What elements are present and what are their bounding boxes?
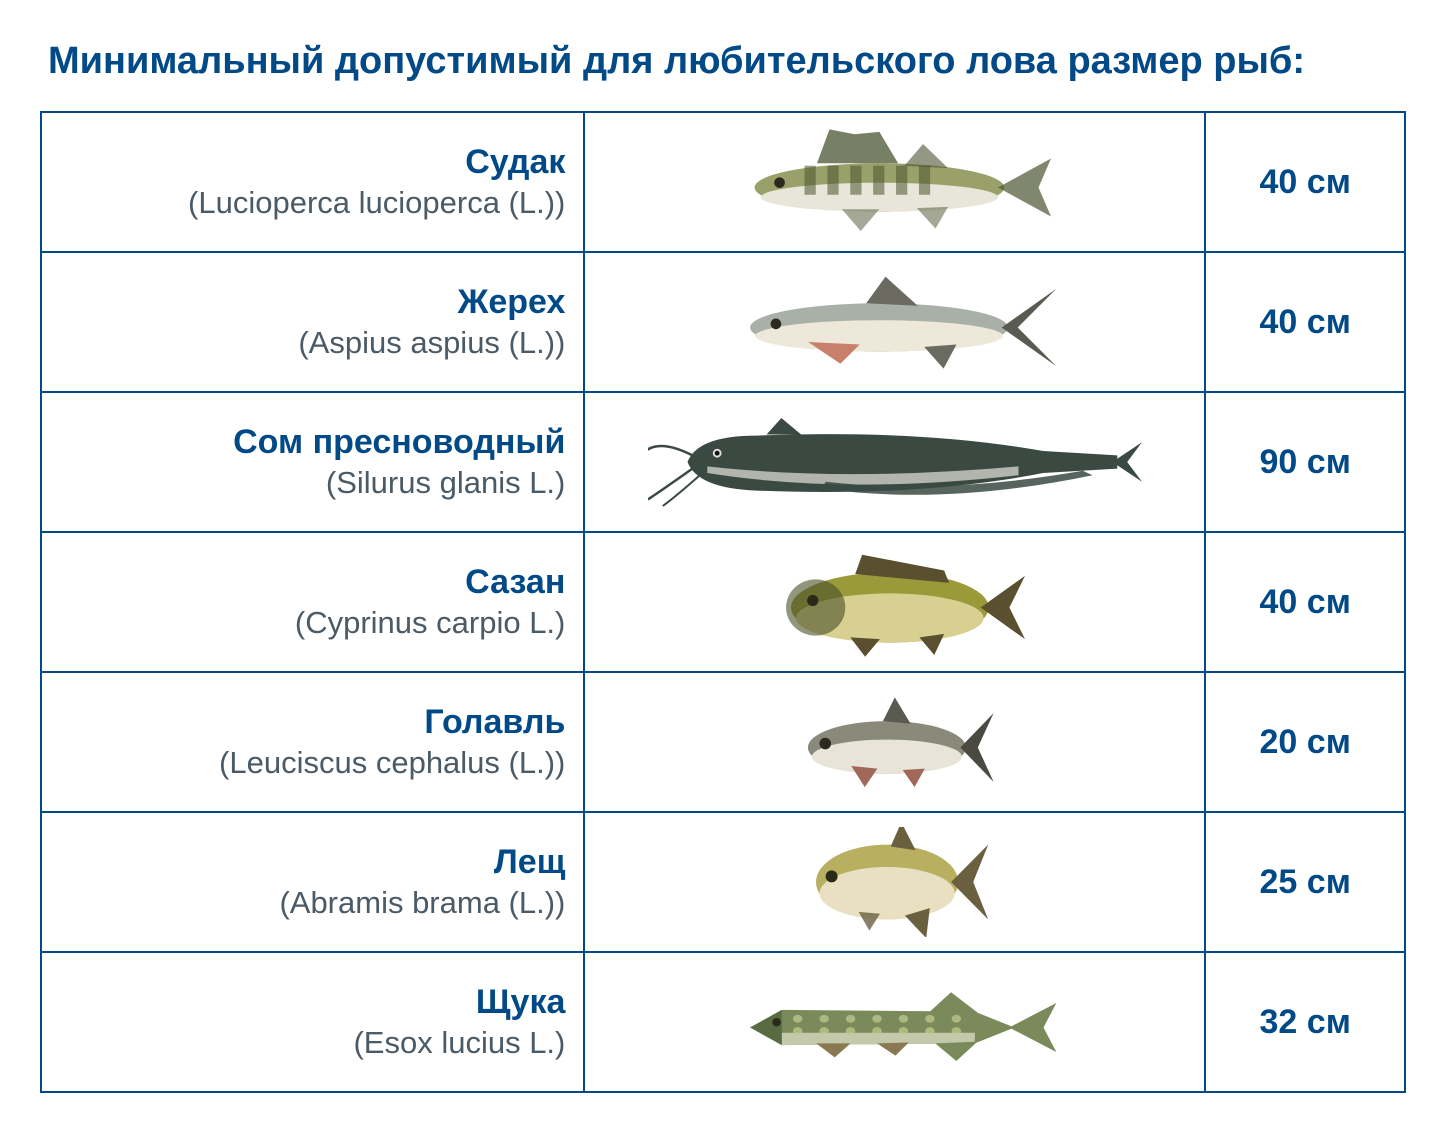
fish-size-cell: 32 см (1205, 952, 1405, 1092)
fish-image-cell (584, 952, 1205, 1092)
fish-latin-name: (Aspius aspius (L.)) (60, 324, 565, 363)
fish-common-name: Жерех (60, 281, 565, 324)
fish-latin-name: (Silurus glanis L.) (60, 464, 565, 503)
table-row: Голавль(Leuciscus cephalus (L.)) 20 см (41, 672, 1405, 812)
fish-name-cell: Жерех(Aspius aspius (L.)) (41, 252, 584, 392)
fish-latin-name: (Cyprinus carpio L.) (60, 604, 565, 643)
fish-size-cell: 20 см (1205, 672, 1405, 812)
fish-name-cell: Голавль(Leuciscus cephalus (L.)) (41, 672, 584, 812)
table-row: Судак(Lucioperca lucioperca (L.)) 40 см (41, 112, 1405, 252)
fish-name-cell: Лещ(Abramis brama (L.)) (41, 812, 584, 952)
fish-image-cell (584, 252, 1205, 392)
fish-common-name: Сом пресноводный (60, 421, 565, 464)
fish-name-cell: Сом пресноводный(Silurus glanis L.) (41, 392, 584, 532)
fish-image-cell (584, 392, 1205, 532)
fish-latin-name: (Leuciscus cephalus (L.)) (60, 744, 565, 783)
fish-name-cell: Сазан(Cyprinus carpio L.) (41, 532, 584, 672)
fish-common-name: Щука (60, 981, 565, 1024)
table-row: Жерех(Aspius aspius (L.)) 40 см (41, 252, 1405, 392)
fish-common-name: Голавль (60, 701, 565, 744)
table-row: Сазан(Cyprinus carpio L.) 40 см (41, 532, 1405, 672)
fish-size-cell: 40 см (1205, 252, 1405, 392)
fish-image-cell (584, 672, 1205, 812)
fish-size-cell: 40 см (1205, 532, 1405, 672)
fish-image-cell (584, 812, 1205, 952)
fish-size-cell: 25 см (1205, 812, 1405, 952)
fish-name-cell: Судак(Lucioperca lucioperca (L.)) (41, 112, 584, 252)
fish-common-name: Судак (60, 141, 565, 184)
fish-name-cell: Щука(Esox lucius L.) (41, 952, 584, 1092)
fish-image-cell (584, 112, 1205, 252)
page-title: Минимальный допустимый для любительского… (48, 40, 1406, 83)
fish-common-name: Сазан (60, 561, 565, 604)
fish-image-cell (584, 532, 1205, 672)
fish-size-cell: 40 см (1205, 112, 1405, 252)
fish-size-cell: 90 см (1205, 392, 1405, 532)
table-row: Щука(Esox lucius L.) 32 см (41, 952, 1405, 1092)
fish-latin-name: (Lucioperca lucioperca (L.)) (60, 184, 565, 223)
fish-latin-name: (Abramis brama (L.)) (60, 884, 565, 923)
fish-common-name: Лещ (60, 841, 565, 884)
table-row: Сом пресноводный(Silurus glanis L.) 90 см (41, 392, 1405, 532)
fish-size-table: Судак(Lucioperca lucioperca (L.))40 смЖе… (40, 111, 1406, 1093)
table-row: Лещ(Abramis brama (L.)) 25 см (41, 812, 1405, 952)
fish-latin-name: (Esox lucius L.) (60, 1024, 565, 1063)
